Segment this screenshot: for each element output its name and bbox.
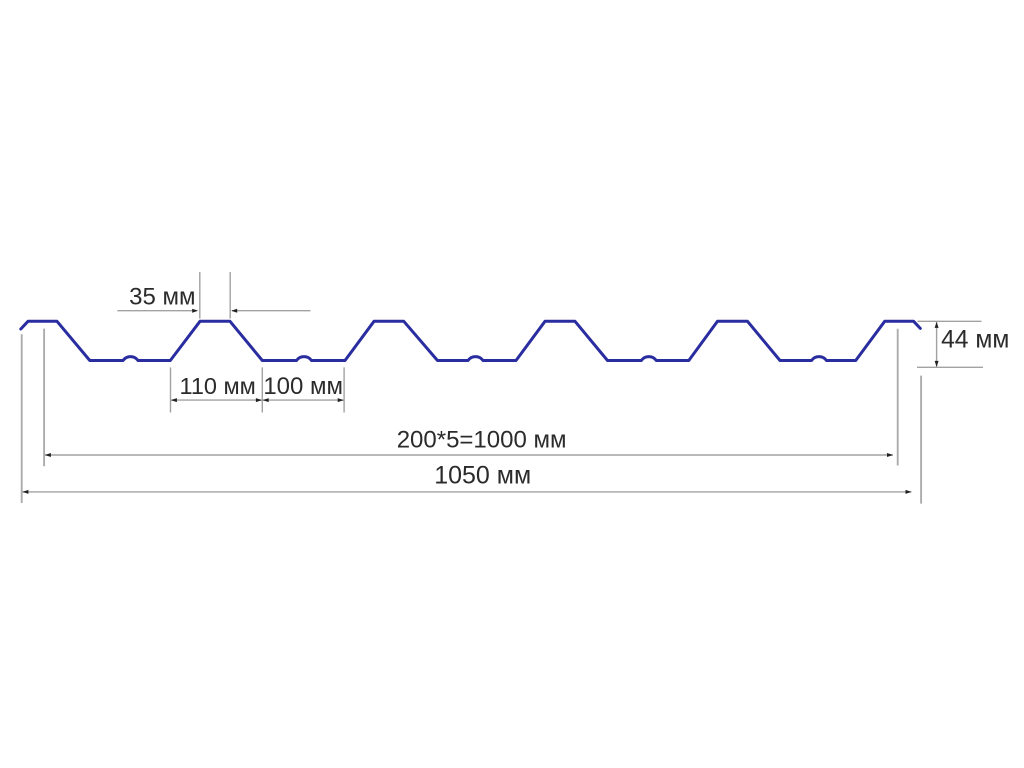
svg-text:35 мм: 35 мм: [129, 284, 195, 311]
svg-text:200*5=1000 мм: 200*5=1000 мм: [397, 427, 567, 454]
svg-text:100 мм: 100 мм: [263, 373, 343, 400]
svg-text:110 мм: 110 мм: [180, 373, 256, 399]
svg-text:44 мм: 44 мм: [941, 327, 1009, 354]
svg-text:1050 мм: 1050 мм: [434, 461, 531, 489]
